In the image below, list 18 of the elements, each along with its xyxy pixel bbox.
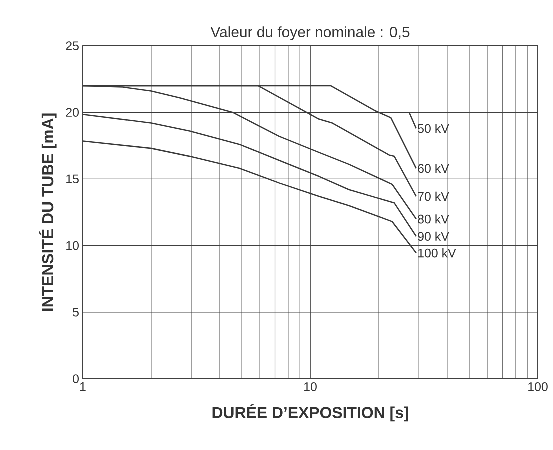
y-tick-label: 25 (66, 42, 79, 50)
series-label: 50 kV (418, 124, 450, 134)
y-tick-label: 10 (66, 241, 79, 250)
y-tick-label: 5 (73, 308, 79, 317)
y-tick-label: 0 (73, 374, 79, 384)
y-axis-title: INTENSITÉ DU TUBE [mA] (39, 114, 57, 312)
series-label: 60 kV (418, 164, 450, 174)
x-tick-label: 100 (528, 382, 548, 392)
series-label: 90 kV (418, 232, 450, 242)
x-tick-label: 10 (304, 382, 317, 392)
x-tick-label: 1 (80, 382, 86, 392)
x-axis-title: DURÉE D’EXPOSITION [s] (212, 404, 408, 422)
chart-title: Valeur du foyer nominale : 0,5 (210, 26, 410, 40)
series-label: 70 kV (418, 192, 450, 202)
series-label: 80 kV (418, 214, 450, 224)
series-label: 100 kV (418, 248, 456, 258)
y-tick-label: 20 (66, 108, 79, 118)
y-tick-label: 15 (66, 174, 79, 184)
